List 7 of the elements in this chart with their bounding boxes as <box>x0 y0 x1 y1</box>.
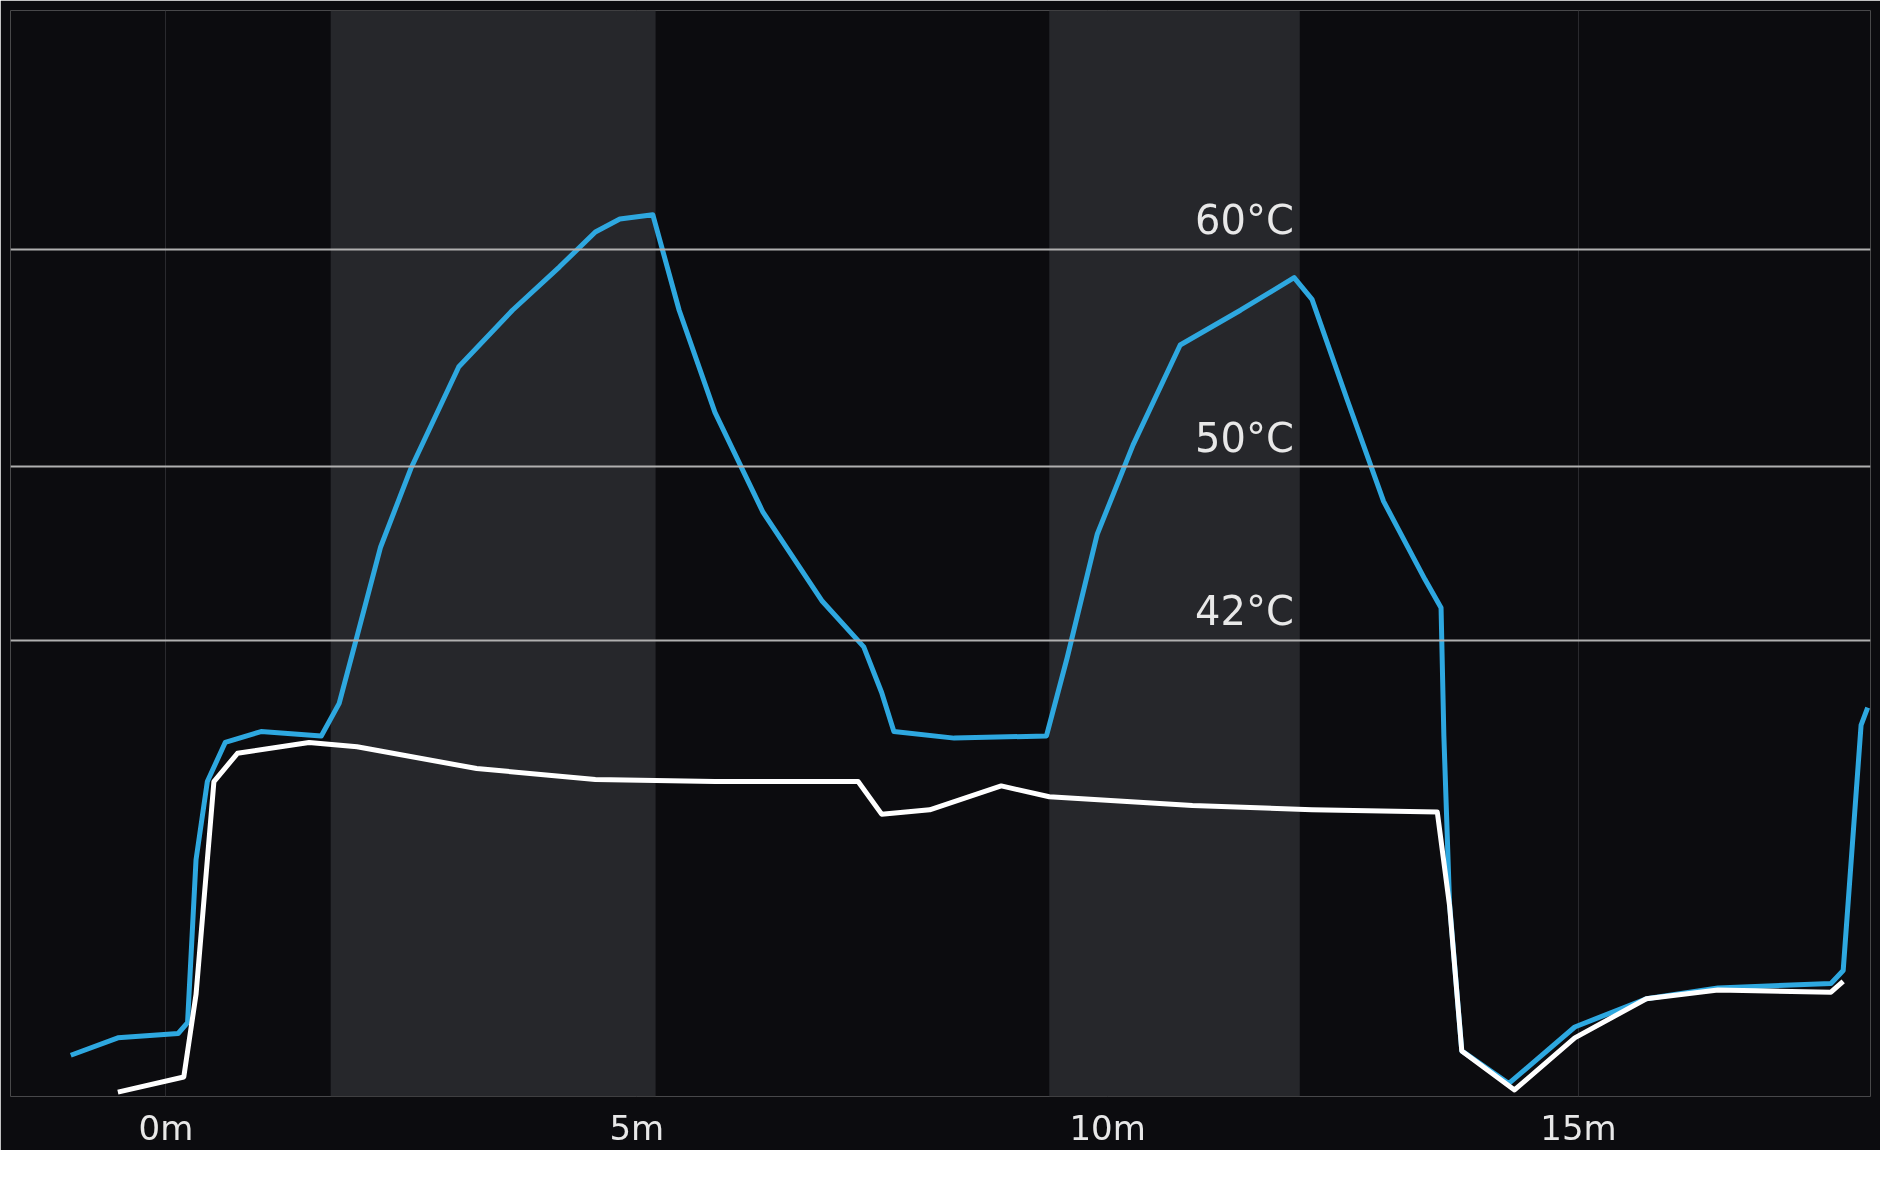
x-tick-label: 15m <box>1540 1107 1617 1148</box>
ref-line-label: 42°C <box>1195 588 1294 635</box>
ref-line-label: 50°C <box>1195 414 1294 461</box>
x-tick-label: 0m <box>138 1107 194 1148</box>
x-tick-label: 10m <box>1069 1107 1146 1148</box>
ref-line-label: 60°C <box>1195 197 1294 244</box>
x-tick-label: 5m <box>609 1107 665 1148</box>
